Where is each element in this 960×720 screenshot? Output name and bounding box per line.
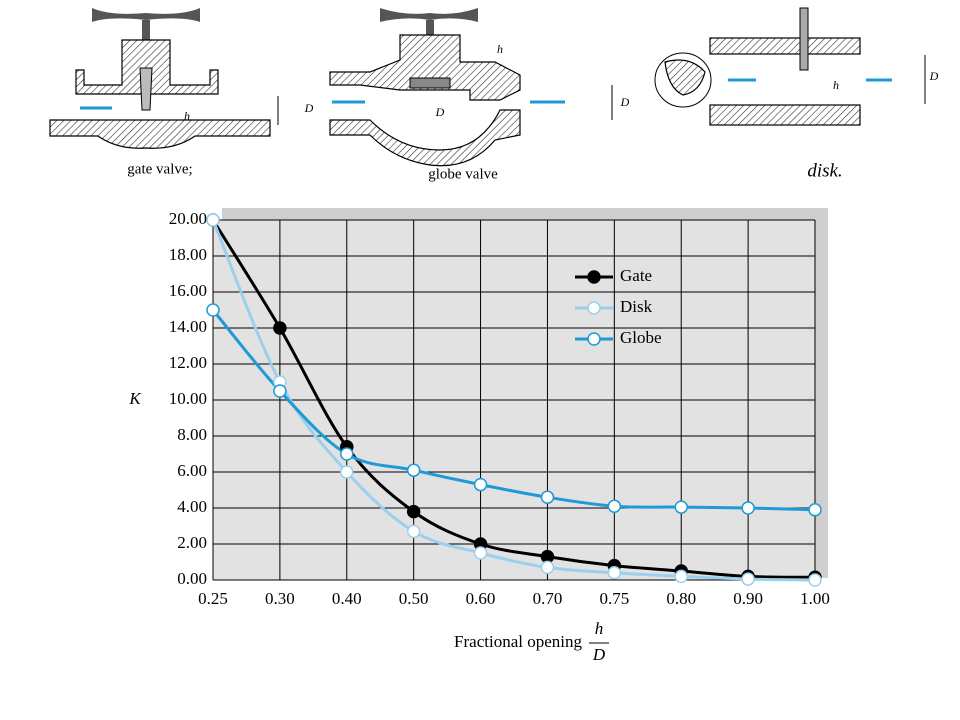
data-point: [607, 566, 622, 580]
legend-label: Disk: [620, 297, 653, 316]
legend-swatch-marker: [587, 270, 601, 284]
x-tick-label: 0.90: [733, 589, 763, 608]
data-point: [540, 560, 555, 575]
chart: 0.00 2.00 4.00 6.00 8.00 10.00 12.00 14.00 16.00…: [128, 209, 830, 664]
diagram-caption: disk.: [807, 160, 842, 181]
y-tick-label: 18.00: [169, 245, 207, 264]
x-tick-label: 0.75: [599, 589, 629, 608]
series-line: [211, 219, 816, 579]
data-point: [406, 463, 421, 477]
diagram-label: D: [929, 69, 939, 83]
diagram-label: D: [435, 105, 445, 119]
diagram-label: h: [184, 109, 190, 123]
diagram-label: D: [620, 95, 630, 109]
y-tick-label: 10.00: [169, 389, 207, 408]
data-point: [340, 447, 354, 461]
x-tick-label: 0.70: [533, 589, 563, 608]
y-tick-label: 16.00: [169, 281, 207, 300]
data-point: [273, 321, 287, 335]
y-tick-label: 2.00: [177, 533, 207, 552]
x-tick-label: 0.30: [265, 589, 295, 608]
diagram-caption: globe valve: [428, 166, 498, 182]
x-tick-label: 0.25: [198, 589, 228, 608]
x-tick-label: 1.00: [800, 589, 830, 608]
legend-swatch-marker: [587, 301, 601, 315]
x-axis-label-denominator: D: [592, 645, 606, 664]
diagram-caption: gate valve;: [127, 161, 192, 177]
data-point: [607, 499, 622, 513]
globe-valve-diagram: [329, 8, 613, 167]
gate-valve-diagram: [49, 8, 279, 149]
data-point: [473, 477, 488, 492]
data-point: [340, 465, 354, 479]
y-axis-label: K: [128, 389, 142, 408]
y-tick-label: 14.00: [169, 317, 207, 336]
x-tick-label: 0.60: [466, 589, 496, 608]
data-point: [206, 213, 220, 227]
x-tick-label: 0.40: [332, 589, 362, 608]
data-point: [808, 573, 822, 587]
data-point: [741, 572, 755, 586]
y-tick-label: 0.00: [177, 569, 207, 588]
data-point: [273, 384, 287, 398]
disk-valve-diagram: [654, 7, 926, 126]
data-point: [741, 501, 755, 515]
data-point: [406, 504, 421, 519]
data-point: [406, 524, 421, 539]
data-point: [674, 569, 688, 584]
data-point: [473, 546, 488, 560]
y-tick-label: 12.00: [169, 353, 207, 372]
y-tick-label: 8.00: [177, 425, 207, 444]
data-point: [808, 503, 822, 517]
y-tick-label: 4.00: [177, 497, 207, 516]
data-point: [674, 500, 688, 514]
legend-label: Globe: [620, 328, 662, 347]
legend-label: Gate: [620, 266, 652, 285]
x-tick-label: 0.50: [399, 589, 429, 608]
y-tick-label: 20.00: [169, 209, 207, 228]
x-tick-label: 0.80: [666, 589, 696, 608]
data-point: [206, 303, 220, 317]
diagram-label: h: [497, 42, 503, 56]
series-line: [211, 309, 816, 512]
x-axis-label-numerator: h: [595, 619, 604, 638]
diagram-label: D: [304, 101, 314, 115]
legend-swatch-marker: [587, 332, 601, 346]
y-tick-label: 6.00: [177, 461, 207, 480]
data-point: [540, 490, 555, 504]
x-axis-label: Fractional opening: [454, 632, 582, 651]
diagram-label: h: [833, 78, 839, 92]
